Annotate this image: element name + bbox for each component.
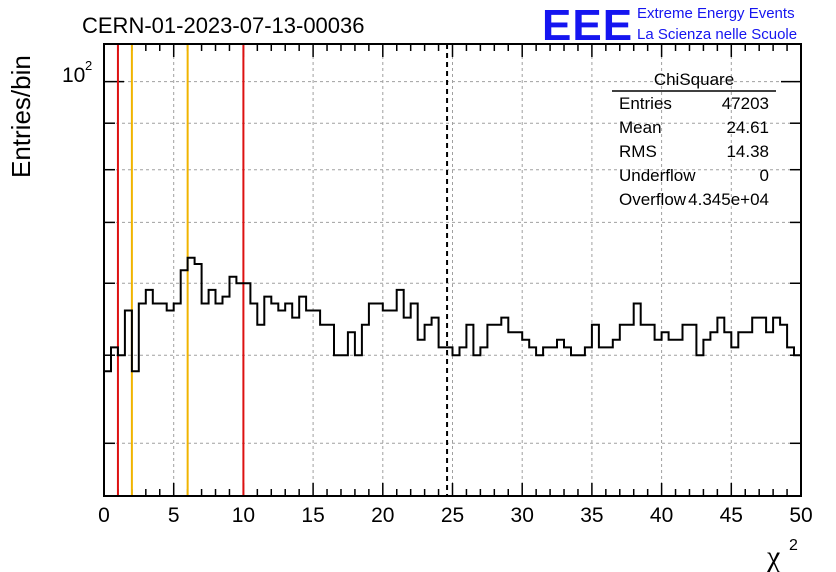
grid-lines <box>104 44 801 496</box>
stats-value-2: 14.38 <box>726 142 769 161</box>
chart-title: CERN-01-2023-07-13-00036 <box>82 13 365 38</box>
x-tick-label-5: 5 <box>168 504 180 527</box>
y-tick-label-100: 10 2 <box>62 58 92 87</box>
stats-label-3: Underflow <box>619 166 696 185</box>
x-tick-label-40: 40 <box>650 504 673 527</box>
x-tick-label-15: 15 <box>301 504 324 527</box>
y-axis-label: Entries/bin <box>6 55 36 178</box>
y-tick-exponent: 2 <box>85 58 92 73</box>
x-axis-label: χ 2 <box>766 537 798 572</box>
marker-lines <box>116 44 449 496</box>
x-tick-labels: 0 5 10 15 20 25 30 35 40 45 50 <box>98 504 813 527</box>
stats-rows: Entries 47203 Mean 24.61 RMS 14.38 Underflow 0 O… <box>619 94 769 209</box>
logo-line-2: La Scienza nelle Scuole <box>637 26 797 43</box>
x-tick-label-0: 0 <box>98 504 110 527</box>
y-tick-base: 10 <box>62 64 85 87</box>
stats-value-4: 4.345e+04 <box>688 190 769 209</box>
x-tick-label-25: 25 <box>441 504 464 527</box>
stats-value-1: 24.61 <box>726 118 769 137</box>
stats-label-1: Mean <box>619 118 662 137</box>
x-axis-label-symbol: χ <box>766 540 781 572</box>
x-tick-label-35: 35 <box>580 504 603 527</box>
stats-value-3: 0 <box>760 166 769 185</box>
histogram-series <box>104 256 801 373</box>
stats-label-2: RMS <box>619 142 657 161</box>
plot-frame <box>103 43 802 497</box>
x-tick-label-50: 50 <box>789 504 812 527</box>
x-tick-label-20: 20 <box>371 504 394 527</box>
stats-value-0: 47203 <box>722 94 769 113</box>
stats-box: ChiSquare Entries 47203 Mean 24.61 RMS 14.38 U… <box>612 70 776 209</box>
x-axis-label-superscript: 2 <box>789 537 798 554</box>
stats-label-0: Entries <box>619 94 672 113</box>
stats-label-4: Overflow <box>619 190 687 209</box>
x-tick-label-10: 10 <box>232 504 255 527</box>
logo-letters: EEE <box>542 1 633 50</box>
stats-title: ChiSquare <box>654 70 734 89</box>
eee-logo: EEE Extreme Energy Events La Scienza nel… <box>542 1 797 50</box>
x-tick-label-45: 45 <box>720 504 743 527</box>
x-tick-label-30: 30 <box>511 504 534 527</box>
logo-line-1: Extreme Energy Events <box>637 5 795 22</box>
